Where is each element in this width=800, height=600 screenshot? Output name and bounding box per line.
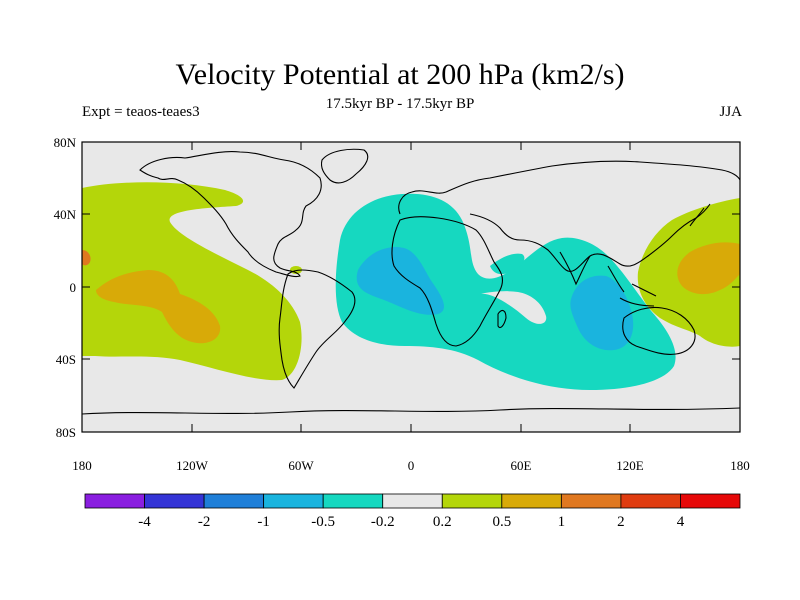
season-label: JJA [719,104,742,120]
colorbar-label-5: 0.2 [433,514,452,530]
lat-label-40s: 40S [56,352,76,367]
colorbar [84,493,741,509]
colorbar-box-0 [84,493,145,509]
coastline-australia [622,306,696,355]
coastline-south-america [278,269,356,389]
lon-label-0: 0 [408,458,415,473]
experiment-label: Expt = teaos-teaes3 [82,104,200,120]
lon-label-180e: 180 [730,458,750,473]
colorbar-box-10 [680,493,741,509]
lon-label-120w: 120W [176,458,209,473]
colorbar-label-4: -0.2 [371,514,395,530]
colorbar-box-8 [560,493,622,509]
colorbar-box-3 [263,493,324,509]
coastline-madagascar [497,309,507,329]
contour-indian-ocean-center [570,275,634,351]
colorbar-box-5 [382,493,443,509]
lon-label-120e: 120E [616,458,644,473]
contour-east-pacific-positive [82,182,302,381]
colorbar-label-9: 4 [677,514,685,530]
colorbar-box-4 [322,493,384,509]
coastlines [82,148,740,415]
coastline-antarctica [82,407,740,415]
lon-label-60w: 60W [288,458,314,473]
coastline-india [559,251,591,286]
colorbar-label-0: -4 [138,514,151,530]
lat-label-80n: 80N [54,135,77,150]
colorbar-label-8: 2 [617,514,625,530]
coastline-japan [689,207,705,227]
colorbar-label-6: 0.5 [492,514,511,530]
lon-label-60e: 60E [511,458,532,473]
contour-west-pacific-center [677,242,740,295]
coastline-north-america [139,151,322,278]
coastline-africa [391,216,503,347]
colorbar-box-6 [441,493,503,509]
colorbar-box-7 [501,493,562,509]
colorbar-box-9 [620,493,681,509]
colorbar-labels: -4 -2 -1 -0.5 -0.2 0.2 0.5 1 2 4 [138,514,684,530]
contour-edge-blob [82,250,91,266]
colorbar-label-3: -0.5 [311,514,335,530]
colorbar-box-2 [203,493,265,509]
colorbar-box-1 [144,493,205,509]
coastline-southeast-asia [607,265,657,307]
colorbar-label-2: -1 [257,514,270,530]
contour-fills [82,182,740,390]
contour-east-pacific-center [96,270,221,344]
lon-label-180w: 180 [72,458,92,473]
lat-label-0: 0 [70,280,77,295]
lat-label-40n: 40N [54,207,77,222]
colorbar-label-1: -2 [198,514,211,530]
lat-label-80s: 80S [56,425,76,440]
contour-west-africa-center [356,246,445,315]
lon-axis [81,142,741,432]
colorbar-label-7: 1 [558,514,566,530]
period-label: 17.5kyr BP - 17.5kyr BP [325,96,475,112]
lat-axis [82,141,740,433]
map-title: Velocity Potential at 200 hPa (km2/s) [175,58,625,91]
coastline-greenland [320,148,369,184]
